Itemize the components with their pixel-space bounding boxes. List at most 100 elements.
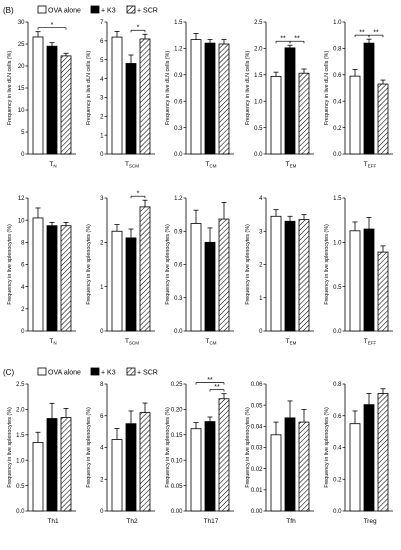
sig-label: ** — [373, 29, 379, 36]
chart-11: 0 2 4 6 8 Frequency in live splenocytes (%) Th… — [86, 382, 155, 525]
y-tick-label: 4 — [259, 196, 263, 202]
bar — [46, 45, 58, 155]
y-axis-label: Frequency in live dLN cells (%) — [165, 51, 171, 126]
chart-6: 0 1 2 3 Frequency in live splenocytes (%) * TS… — [86, 190, 155, 346]
y-tick-label: 0.6 — [174, 263, 183, 269]
legend-swatch — [126, 367, 136, 376]
y-tick-label: 1.0 — [333, 241, 342, 247]
legend-swatch — [90, 5, 100, 14]
x-axis-label: TEFF — [364, 338, 377, 346]
y-tick-label: 1.0 — [16, 458, 25, 464]
legend-label: + K3 — [101, 8, 116, 15]
bar — [377, 393, 389, 512]
y-tick-label: 8 — [100, 382, 104, 388]
y-tick-label: 4 — [100, 446, 104, 452]
sig-label: ** — [359, 29, 365, 36]
bar — [190, 428, 202, 512]
y-tick-label: 0.9 — [174, 229, 183, 235]
bar — [284, 47, 296, 155]
bar — [218, 398, 230, 512]
y-tick-label: 0.0 — [16, 509, 25, 515]
chart-5: 0 2 4 6 8 10 12 Frequency in live splenocytes (… — [7, 196, 76, 346]
y-tick-label: 6 — [100, 414, 104, 420]
sig-label: ** — [280, 35, 286, 42]
bar — [377, 83, 389, 155]
y-tick-label: 0 — [259, 329, 263, 335]
bar — [204, 241, 216, 332]
sig-label: * — [137, 24, 140, 31]
x-axis-label: TSCM — [125, 338, 139, 346]
bar — [111, 230, 123, 332]
bar — [218, 218, 230, 332]
legend-swatch — [37, 5, 47, 14]
bar — [363, 42, 375, 155]
bar — [218, 43, 230, 155]
bar — [363, 404, 375, 512]
y-tick-label: 0.6 — [333, 73, 342, 79]
y-tick-label: 0.00 — [251, 509, 263, 515]
y-axis-label: Frequency in live splenocytes (%) — [245, 407, 251, 488]
bar — [298, 219, 310, 332]
chart-1: 0 1 2 3 4 5 6 7 Frequency in live dLN cells (%) *… — [86, 20, 155, 169]
y-tick-label: 0.00 — [171, 509, 183, 515]
sig-label: ** — [214, 384, 220, 391]
y-tick-label: 15 — [18, 86, 25, 92]
bar — [349, 423, 361, 512]
bar — [284, 417, 296, 512]
y-axis-label: Frequency in live splenocytes (%) — [7, 407, 13, 488]
bar — [125, 63, 137, 155]
y-tick-label: 0.5 — [254, 126, 263, 132]
bar — [363, 228, 375, 332]
y-tick-label: 1 — [259, 296, 263, 302]
y-tick-label: 2.0 — [16, 408, 25, 414]
y-axis-label: Frequency in live splenocytes (%) — [7, 224, 13, 305]
y-tick-label: 1.0 — [333, 20, 342, 26]
chart-7: 0.0 0.3 0.6 0.9 1.2 Frequency in live splenoc… — [165, 196, 234, 346]
bar — [111, 439, 123, 512]
y-tick-label: 1 — [100, 133, 104, 139]
y-axis-label: Frequency in live dLN cells (%) — [245, 51, 251, 126]
bar — [270, 75, 282, 155]
y-axis-label: Frequency in live splenocytes (%) — [324, 407, 330, 488]
y-tick-label: 6 — [21, 263, 25, 269]
y-axis-label: Frequency in live dLN cells (%) — [7, 51, 13, 126]
y-tick-label: 10 — [18, 108, 25, 114]
section-1: (C) OVA alone + K3 + SCR — [3, 367, 158, 377]
section-letter: (C) — [3, 368, 14, 377]
y-tick-label: 0.6 — [174, 99, 183, 105]
y-tick-label: 0.5 — [16, 484, 25, 490]
sig-label: ** — [207, 377, 213, 384]
chart-8: 0 1 2 3 4 Frequency in live splenocytes (%) TE… — [245, 196, 314, 346]
chart-2: 0.0 0.3 0.6 0.9 1.2 1.5 Frequency in live dLN … — [165, 20, 234, 169]
x-axis-label: Tfh — [286, 518, 296, 525]
x-axis-label: TEM — [286, 161, 297, 169]
bar — [46, 225, 58, 332]
legend-swatch — [126, 5, 136, 14]
chart-0: 0 5 10 15 20 25 30 Frequency in live dLN cells … — [7, 20, 76, 169]
y-tick-label: 1.0 — [254, 99, 263, 105]
y-tick-label: 0.0 — [333, 329, 342, 335]
y-axis-label: Frequency in live splenocytes (%) — [165, 224, 171, 305]
y-tick-label: 1.5 — [16, 433, 25, 439]
chart-10: 0.0 0.5 1.0 1.5 2.0 2.5 Frequency in live sple… — [7, 382, 76, 525]
y-tick-label: 25 — [18, 42, 25, 48]
y-tick-label: 0.4 — [333, 446, 342, 452]
y-axis-label: Frequency in live splenocytes (%) — [324, 224, 330, 305]
y-tick-label: 5 — [21, 130, 25, 136]
y-tick-label: 7 — [100, 20, 104, 26]
bar — [125, 237, 137, 332]
y-tick-label: 0 — [100, 329, 104, 335]
y-tick-label: 4 — [21, 285, 25, 291]
bar — [32, 442, 44, 512]
y-axis-label: Frequency in live splenocytes (%) — [245, 224, 251, 305]
y-axis-label: Frequency in live splenocytes (%) — [86, 224, 92, 305]
y-tick-label: 0.6 — [333, 414, 342, 420]
bar — [377, 251, 389, 332]
y-tick-label: 1.5 — [174, 20, 183, 26]
y-tick-label: 0 — [21, 329, 25, 335]
y-tick-label: 3 — [259, 229, 263, 235]
chart-4: 0.0 0.2 0.4 0.6 0.8 1.0 Frequency in live dLN … — [324, 20, 393, 169]
bar — [32, 217, 44, 332]
y-tick-label: 0.8 — [333, 47, 342, 53]
y-tick-label: 2 — [259, 263, 263, 269]
